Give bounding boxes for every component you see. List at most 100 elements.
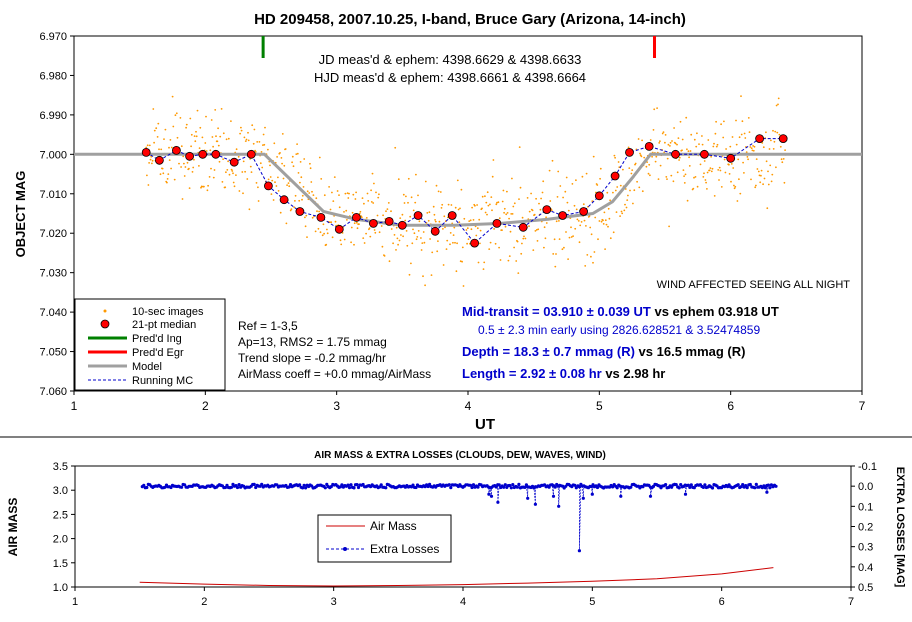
image-point bbox=[657, 178, 660, 181]
top-y-tick-label: 7.030 bbox=[39, 268, 67, 280]
image-point bbox=[550, 209, 553, 212]
legend-egress-label: Pred'd Egr bbox=[132, 347, 184, 359]
image-point bbox=[647, 172, 650, 175]
image-point bbox=[339, 239, 342, 242]
image-point bbox=[297, 172, 300, 174]
image-point bbox=[765, 160, 768, 163]
extra-loss-point bbox=[349, 483, 353, 487]
image-point bbox=[612, 191, 614, 194]
image-point bbox=[444, 226, 446, 229]
bottom-y-tick-label: 3.0 bbox=[53, 485, 68, 497]
image-point bbox=[570, 236, 573, 238]
wind-annotation: WIND AFFECTED SEEING ALL NIGHT bbox=[657, 279, 851, 291]
image-point bbox=[696, 185, 699, 188]
image-point bbox=[597, 238, 599, 241]
median-point bbox=[229, 157, 239, 167]
image-point bbox=[395, 226, 398, 229]
image-point bbox=[288, 185, 291, 188]
image-point bbox=[521, 242, 523, 245]
image-point bbox=[768, 148, 771, 150]
image-point bbox=[355, 191, 357, 194]
image-point bbox=[168, 159, 171, 162]
image-point bbox=[669, 141, 672, 144]
median-point bbox=[413, 211, 423, 220]
median-point bbox=[447, 211, 457, 220]
image-point bbox=[537, 228, 540, 231]
median-point bbox=[384, 216, 394, 226]
image-point bbox=[655, 155, 658, 158]
image-point bbox=[183, 162, 185, 165]
image-point bbox=[666, 157, 669, 160]
image-point bbox=[174, 114, 177, 117]
median-point bbox=[755, 134, 764, 144]
image-point bbox=[483, 261, 486, 264]
image-point bbox=[591, 200, 594, 203]
image-point bbox=[230, 168, 233, 171]
image-point bbox=[632, 202, 634, 205]
image-point bbox=[613, 154, 616, 157]
image-point bbox=[272, 199, 275, 201]
image-point bbox=[231, 170, 234, 172]
median-point bbox=[351, 212, 361, 222]
image-point bbox=[385, 210, 387, 213]
image-point bbox=[301, 198, 303, 201]
image-point bbox=[746, 156, 749, 158]
image-point bbox=[627, 146, 630, 149]
image-point bbox=[528, 225, 530, 228]
image-point bbox=[392, 242, 394, 245]
image-point bbox=[534, 230, 537, 232]
image-point bbox=[626, 199, 629, 202]
image-point bbox=[246, 178, 249, 180]
image-point bbox=[318, 156, 321, 159]
image-point bbox=[722, 136, 725, 139]
image-point bbox=[466, 242, 468, 245]
image-point bbox=[541, 191, 544, 194]
image-point bbox=[200, 185, 203, 188]
extra-loss-point bbox=[361, 482, 365, 487]
image-point bbox=[151, 162, 153, 165]
top-x-tick-label: 5 bbox=[596, 399, 603, 413]
image-point bbox=[304, 216, 306, 219]
image-point bbox=[575, 208, 578, 211]
image-point bbox=[267, 148, 269, 151]
extra-loss-point bbox=[553, 485, 557, 489]
bottom-y-axis: 1.0 1.5 2.0 2.5 3.0 3.5 bbox=[53, 461, 75, 594]
image-point bbox=[157, 122, 160, 125]
image-point bbox=[343, 238, 346, 241]
image-point bbox=[321, 234, 324, 237]
image-point bbox=[376, 214, 379, 217]
image-point bbox=[449, 232, 452, 234]
image-point bbox=[513, 246, 515, 249]
image-point bbox=[735, 143, 738, 146]
image-point bbox=[338, 206, 341, 209]
extra-loss-point bbox=[237, 483, 241, 487]
image-point bbox=[396, 237, 399, 240]
hjd-annotation: HJD meas'd & ephem: 4398.6661 & 4398.666… bbox=[314, 70, 586, 85]
image-point bbox=[706, 188, 708, 190]
image-point bbox=[255, 182, 258, 184]
image-point bbox=[443, 215, 446, 218]
image-point bbox=[183, 175, 186, 177]
image-point bbox=[777, 103, 779, 106]
image-point bbox=[346, 192, 349, 195]
extra-loss-point bbox=[235, 485, 240, 490]
image-point bbox=[353, 222, 356, 225]
image-point bbox=[634, 162, 637, 165]
image-point bbox=[256, 141, 259, 143]
image-point bbox=[743, 132, 746, 135]
extra-loss-point bbox=[447, 483, 451, 487]
image-point bbox=[522, 237, 525, 240]
image-point bbox=[146, 174, 148, 177]
image-point bbox=[696, 132, 698, 135]
image-point bbox=[772, 129, 774, 132]
image-point bbox=[429, 238, 431, 240]
image-point bbox=[353, 243, 355, 246]
image-point bbox=[276, 156, 278, 158]
image-point bbox=[347, 197, 350, 199]
image-point bbox=[415, 238, 418, 241]
image-point bbox=[352, 193, 355, 196]
image-point bbox=[285, 222, 288, 225]
image-point bbox=[388, 260, 391, 263]
image-point bbox=[648, 163, 651, 166]
median-point bbox=[141, 147, 151, 157]
